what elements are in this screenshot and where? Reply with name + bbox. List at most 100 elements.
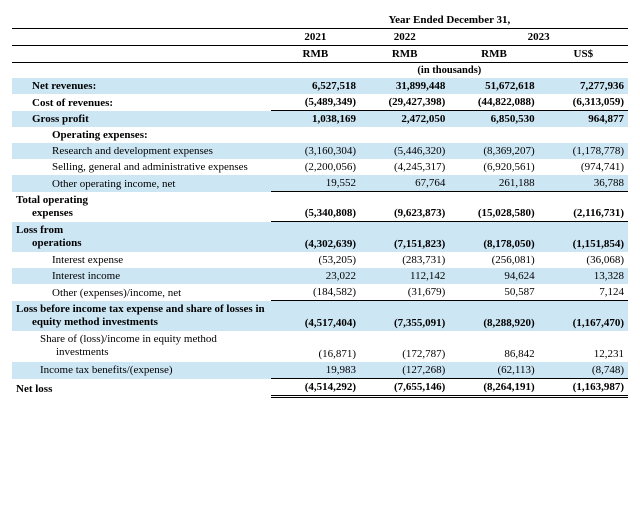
val-tax-2023rmb: (62,113) — [449, 362, 538, 379]
label-sga: Selling, general and administrative expe… — [12, 159, 271, 175]
val-sga-2021: (2,200,056) — [271, 159, 360, 175]
row-loss-before-tax: Loss before income tax expense and share… — [12, 301, 628, 331]
row-int-expense: Interest expense (53,205) (283,731) (256… — [12, 252, 628, 268]
val-loss-ops-2021: (4,302,639) — [271, 222, 360, 252]
val-other-op-2023usd: 36,788 — [539, 175, 628, 192]
col-year-2023: 2023 — [449, 29, 628, 46]
val-loss-before-tax-2023usd: (1,167,470) — [539, 301, 628, 331]
val-sga-2023rmb: (6,920,561) — [449, 159, 538, 175]
val-loss-before-tax-2022: (7,355,091) — [360, 301, 449, 331]
val-equity-share-2023usd: 12,231 — [539, 331, 628, 361]
val-equity-share-2022: (172,787) — [360, 331, 449, 361]
val-rd-2023usd: (1,178,778) — [539, 143, 628, 159]
label-loss-ops: Loss from operations — [12, 222, 271, 252]
val-other-op-2022: 67,764 — [360, 175, 449, 192]
row-int-income: Interest income 23,022 112,142 94,624 13… — [12, 268, 628, 284]
row-other-op: Other operating income, net 19,552 67,76… — [12, 175, 628, 192]
val-loss-ops-2023rmb: (8,178,050) — [449, 222, 538, 252]
val-total-op-exp-2023rmb: (15,028,580) — [449, 192, 538, 222]
val-gross-profit-2023usd: 964,877 — [539, 111, 628, 128]
row-sga: Selling, general and administrative expe… — [12, 159, 628, 175]
col-curr-2022: RMB — [360, 46, 449, 63]
val-other-exp-inc-2021: (184,582) — [271, 284, 360, 301]
header-years-row: 2021 2022 2023 — [12, 29, 628, 46]
header-currency-row: RMB RMB RMB US$ — [12, 46, 628, 63]
label-gross-profit: Gross profit — [12, 111, 271, 128]
val-loss-ops-2023usd: (1,151,854) — [539, 222, 628, 252]
label-other-op: Other operating income, net — [12, 175, 271, 192]
row-op-exp-header: Operating expenses: — [12, 127, 628, 143]
val-net-revenues-2022: 31,899,448 — [360, 78, 449, 94]
label-tax: Income tax benefits/(expense) — [12, 362, 271, 379]
val-net-loss-2023rmb: (8,264,191) — [449, 379, 538, 397]
label-cost-revenues: Cost of revenues: — [12, 94, 271, 111]
row-net-loss: Net loss (4,514,292) (7,655,146) (8,264,… — [12, 379, 628, 397]
row-total-op-exp: Total operating expenses (5,340,808) (9,… — [12, 192, 628, 222]
val-equity-share-2021: (16,871) — [271, 331, 360, 361]
col-year-2022: 2022 — [360, 29, 449, 46]
val-int-income-2023rmb: 94,624 — [449, 268, 538, 284]
val-sga-2023usd: (974,741) — [539, 159, 628, 175]
label-total-op-exp: Total operating expenses — [12, 192, 271, 222]
val-total-op-exp-2023usd: (2,116,731) — [539, 192, 628, 222]
label-equity-share: Share of (loss)/income in equity method … — [12, 331, 271, 361]
col-curr-2023usd: US$ — [539, 46, 628, 63]
val-gross-profit-2021: 1,038,169 — [271, 111, 360, 128]
val-loss-before-tax-2021: (4,517,404) — [271, 301, 360, 331]
col-curr-2023rmb: RMB — [449, 46, 538, 63]
val-gross-profit-2022: 2,472,050 — [360, 111, 449, 128]
val-tax-2021: 19,983 — [271, 362, 360, 379]
val-net-revenues-2023usd: 7,277,936 — [539, 78, 628, 94]
label-int-income: Interest income — [12, 268, 271, 284]
val-int-income-2023usd: 13,328 — [539, 268, 628, 284]
row-net-revenues: Net revenues: 6,527,518 31,899,448 51,67… — [12, 78, 628, 94]
val-other-op-2021: 19,552 — [271, 175, 360, 192]
row-equity-share: Share of (loss)/income in equity method … — [12, 331, 628, 361]
header-period-row: Year Ended December 31, — [12, 12, 628, 29]
val-net-revenues-2023rmb: 51,672,618 — [449, 78, 538, 94]
label-loss-before-tax: Loss before income tax expense and share… — [12, 301, 271, 331]
label-net-loss: Net loss — [12, 379, 271, 397]
val-rd-2021: (3,160,304) — [271, 143, 360, 159]
period-title: Year Ended December 31, — [271, 12, 628, 29]
val-total-op-exp-2021: (5,340,808) — [271, 192, 360, 222]
val-cost-revenues-2023usd: (6,313,059) — [539, 94, 628, 111]
val-other-exp-inc-2023usd: 7,124 — [539, 284, 628, 301]
row-cost-revenues: Cost of revenues: (5,489,349) (29,427,39… — [12, 94, 628, 111]
row-loss-ops: Loss from operations (4,302,639) (7,151,… — [12, 222, 628, 252]
val-net-revenues-2021: 6,527,518 — [271, 78, 360, 94]
val-other-exp-inc-2022: (31,679) — [360, 284, 449, 301]
val-loss-ops-2022: (7,151,823) — [360, 222, 449, 252]
units-note: (in thousands) — [271, 63, 628, 79]
label-other-exp-inc: Other (expenses)/income, net — [12, 284, 271, 301]
val-int-expense-2023rmb: (256,081) — [449, 252, 538, 268]
row-rd: Research and development expenses (3,160… — [12, 143, 628, 159]
val-rd-2023rmb: (8,369,207) — [449, 143, 538, 159]
val-sga-2022: (4,245,317) — [360, 159, 449, 175]
financial-statements-table: Year Ended December 31, 2021 2022 2023 R… — [12, 12, 628, 398]
val-rd-2022: (5,446,320) — [360, 143, 449, 159]
val-int-expense-2021: (53,205) — [271, 252, 360, 268]
val-cost-revenues-2021: (5,489,349) — [271, 94, 360, 111]
val-net-loss-2023usd: (1,163,987) — [539, 379, 628, 397]
row-tax: Income tax benefits/(expense) 19,983 (12… — [12, 362, 628, 379]
col-year-2021: 2021 — [271, 29, 360, 46]
val-tax-2023usd: (8,748) — [539, 362, 628, 379]
val-int-income-2022: 112,142 — [360, 268, 449, 284]
val-int-income-2021: 23,022 — [271, 268, 360, 284]
row-gross-profit: Gross profit 1,038,169 2,472,050 6,850,5… — [12, 111, 628, 128]
val-cost-revenues-2022: (29,427,398) — [360, 94, 449, 111]
col-curr-2021: RMB — [271, 46, 360, 63]
label-int-expense: Interest expense — [12, 252, 271, 268]
label-op-exp-header: Operating expenses: — [12, 127, 271, 143]
header-units-row: (in thousands) — [12, 63, 628, 79]
val-int-expense-2023usd: (36,068) — [539, 252, 628, 268]
val-equity-share-2023rmb: 86,842 — [449, 331, 538, 361]
val-net-loss-2021: (4,514,292) — [271, 379, 360, 397]
val-loss-before-tax-2023rmb: (8,288,920) — [449, 301, 538, 331]
val-gross-profit-2023rmb: 6,850,530 — [449, 111, 538, 128]
val-total-op-exp-2022: (9,623,873) — [360, 192, 449, 222]
row-other-exp-inc: Other (expenses)/income, net (184,582) (… — [12, 284, 628, 301]
label-net-revenues: Net revenues: — [12, 78, 271, 94]
label-rd: Research and development expenses — [12, 143, 271, 159]
